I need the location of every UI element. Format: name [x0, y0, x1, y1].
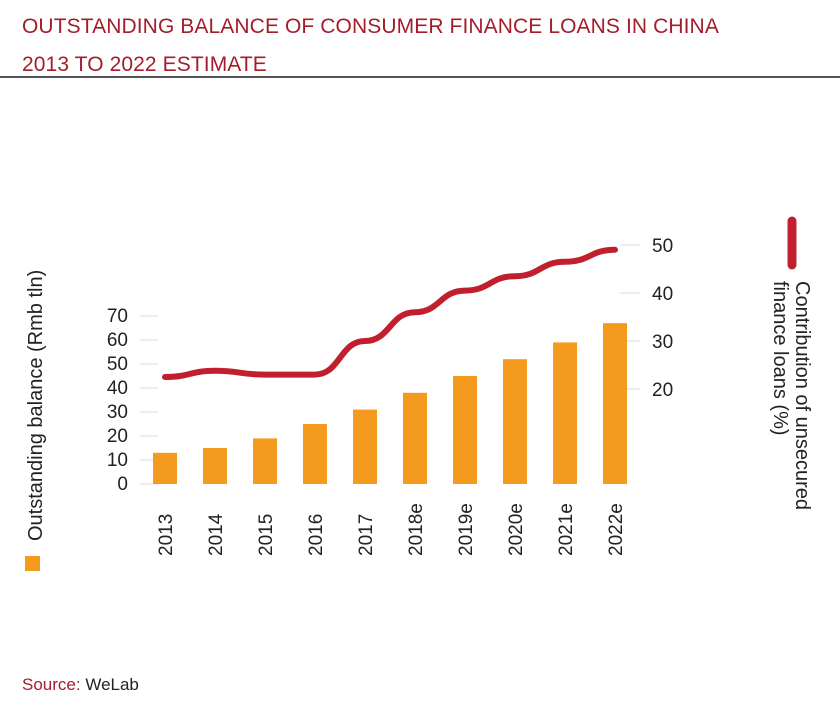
legend-swatch-bars — [25, 556, 40, 571]
x-tick-label: 2016 — [306, 514, 327, 556]
bar — [453, 376, 477, 484]
bar — [503, 359, 527, 484]
y-tick-label: 10 — [107, 450, 128, 471]
y2-axis-label-line-2: finance loans (%) — [769, 281, 791, 436]
y-tick-label: 40 — [107, 378, 128, 399]
y2-tick-label: 20 — [652, 380, 673, 401]
bar — [253, 438, 277, 484]
y2-tick-label: 40 — [652, 284, 673, 305]
y2-axis-label-line-1: Contribution of unsecured — [791, 281, 813, 510]
x-tick-label: 2022e — [606, 503, 627, 556]
x-tick-label: 2013 — [156, 514, 177, 556]
y2-tick-label: 50 — [652, 236, 673, 257]
x-tick-label: 2017 — [356, 514, 377, 556]
source-value: WeLab — [85, 675, 139, 694]
x-tick-label: 2019e — [456, 503, 477, 556]
x-tick-label: 2020e — [506, 503, 527, 556]
y2-tick-label: 30 — [652, 332, 673, 353]
y-tick-label: 50 — [107, 354, 128, 375]
y-tick-label: 20 — [107, 426, 128, 447]
bar — [203, 448, 227, 484]
x-tick-label: 2018e — [406, 503, 427, 556]
y-axis-label: Outstanding balance (Rmb tln) — [25, 270, 47, 541]
x-tick-label: 2015 — [256, 514, 277, 556]
title-divider — [0, 76, 840, 78]
source-note: Source: WeLab — [22, 675, 139, 695]
bar — [603, 323, 627, 484]
x-tick-label: 2021e — [556, 503, 577, 556]
bar — [553, 342, 577, 484]
bar — [403, 392, 427, 484]
chart-title-line-2: 2013 TO 2022 ESTIMATE — [22, 53, 267, 76]
bar — [153, 452, 177, 484]
y-tick-label: 60 — [107, 330, 128, 351]
source-label: Source: — [22, 675, 81, 694]
x-tick-label: 2014 — [206, 513, 227, 556]
y-tick-label: 0 — [117, 474, 128, 495]
bar — [303, 424, 327, 484]
y-tick-label: 70 — [107, 306, 128, 327]
chart-title: OUTSTANDING BALANCE OF CONSUMER FINANCE … — [22, 8, 822, 84]
y-tick-label: 30 — [107, 402, 128, 423]
line-series — [162, 246, 618, 380]
bar — [353, 409, 377, 484]
chart-title-line-1: OUTSTANDING BALANCE OF CONSUMER FINANCE … — [22, 15, 719, 38]
